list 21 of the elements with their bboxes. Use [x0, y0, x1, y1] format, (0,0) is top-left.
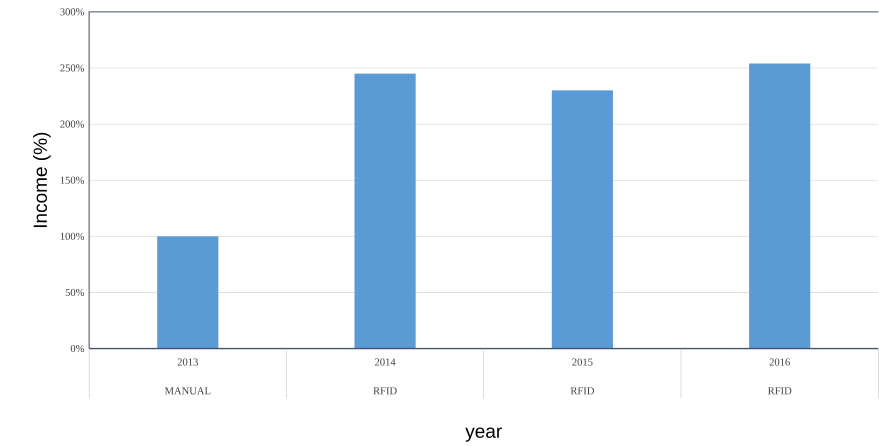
x-tick-label: 2016 [770, 358, 790, 366]
x-tick-label: 2013 [178, 358, 198, 366]
y-tick-label: 300% [60, 8, 84, 16]
y-tick-label: 0% [70, 344, 84, 352]
y-tick-label: 50% [66, 288, 84, 296]
bar [749, 63, 810, 349]
text: RFID [570, 387, 594, 394]
bar [157, 236, 218, 349]
x-tick-label: 2014 [374, 358, 396, 366]
y-tick-label: 100% [60, 232, 84, 240]
text: RFID [768, 387, 792, 394]
bar [552, 90, 613, 349]
text: RFID [373, 387, 397, 394]
x-tick-label: 2015 [572, 358, 593, 366]
text: MANUAL [164, 387, 210, 394]
x-axis-title: year [465, 427, 502, 442]
y-tick-label: 250% [60, 64, 84, 72]
bar [354, 74, 416, 349]
y-tick-label: 200% [60, 120, 84, 128]
y-axis-title: Income (%) [33, 132, 51, 228]
y-tick-label: 150% [60, 176, 84, 184]
